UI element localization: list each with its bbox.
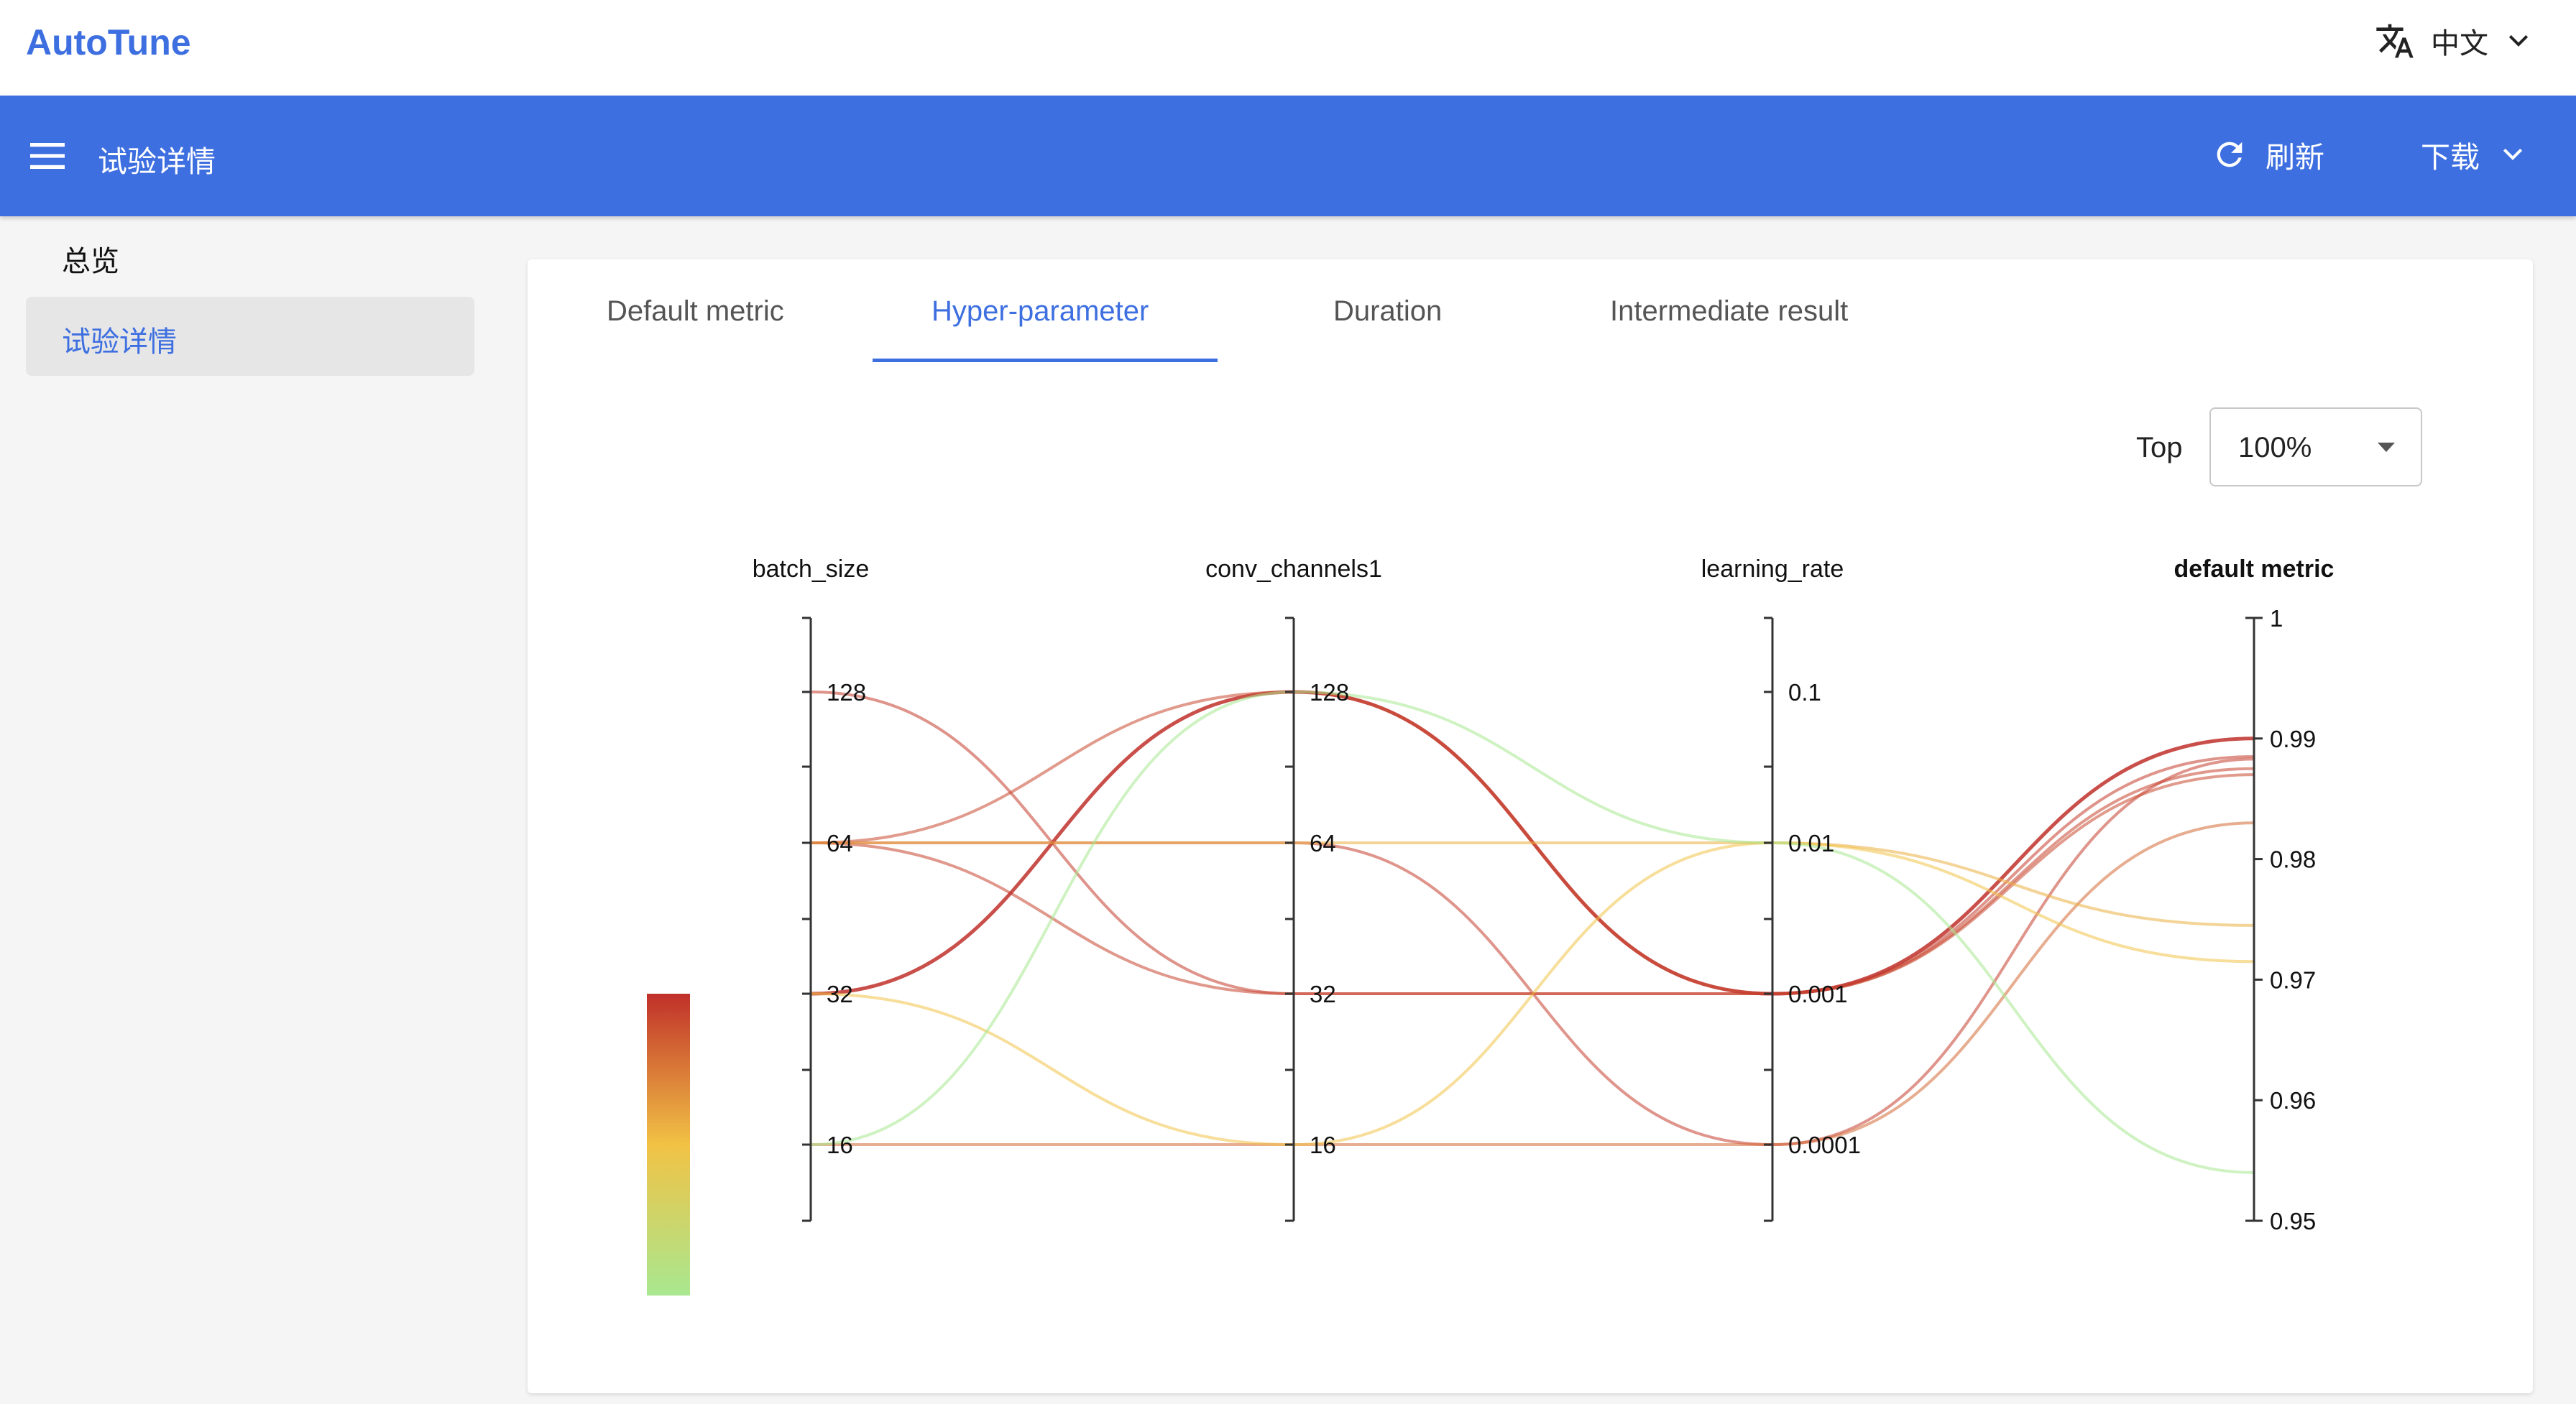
tick-label: 0.0001 xyxy=(1788,1132,1861,1158)
tick-label: 0.99 xyxy=(2270,726,2316,752)
trial-line xyxy=(810,690,2255,1174)
sidebar-item-overview[interactable]: 总览 xyxy=(62,246,119,277)
tick-label: 0.98 xyxy=(2270,846,2316,873)
chevron-down-icon xyxy=(2503,148,2523,160)
sidebar-item-label: 试验详情 xyxy=(62,326,177,358)
tick-label: 128 xyxy=(827,679,866,706)
parallel-coordinates-chart: batch_size 128 64 32 16 conv_channels1 128 64 32… xyxy=(647,555,2334,1296)
download-button[interactable]: 下载 xyxy=(2421,133,2527,176)
download-label: 下载 xyxy=(2421,141,2480,174)
tick-label: 0.95 xyxy=(2270,1208,2316,1234)
chevron-down-icon xyxy=(2508,34,2529,47)
tick-label: 16 xyxy=(827,1132,853,1158)
tick-label: 0.001 xyxy=(1788,981,1848,1007)
page-toolbar: 试验详情 刷新 下载 xyxy=(0,96,2576,216)
hyper-parameter-card: Default metric Hyper-parameter Duration … xyxy=(528,259,2533,1393)
app-logo[interactable]: AutoTune xyxy=(26,22,191,63)
tick-label: 0.96 xyxy=(2270,1087,2316,1114)
tab-duration[interactable]: Duration xyxy=(1333,295,1443,327)
tab-hyper-parameter[interactable]: Hyper-parameter xyxy=(932,295,1149,327)
tick-label: 32 xyxy=(1310,981,1336,1007)
trial-line xyxy=(810,767,2255,996)
axis-title: learning_rate xyxy=(1701,555,1844,583)
tick-label: 16 xyxy=(1310,1132,1336,1158)
top-percent-select[interactable]: 100% xyxy=(2209,407,2422,486)
tick-label: 64 xyxy=(827,830,853,856)
page-title: 试验详情 xyxy=(98,145,216,178)
top-filter-label: Top xyxy=(2136,432,2183,463)
refresh-icon xyxy=(2217,142,2242,167)
tick-label: 0.1 xyxy=(1788,679,1821,706)
trial-line xyxy=(810,690,2255,996)
tick-label: 32 xyxy=(827,981,853,1007)
tab-intermediate-result[interactable]: Intermediate result xyxy=(1610,295,1849,327)
app-header: AutoTune 中文 xyxy=(0,0,2576,96)
trial-line xyxy=(810,841,2255,1147)
tick-label: 64 xyxy=(1310,830,1336,856)
refresh-button[interactable]: 刷新 xyxy=(2211,133,2324,176)
tab-default-metric[interactable]: Default metric xyxy=(607,295,784,327)
tick-label: 128 xyxy=(1310,679,1349,706)
axis-title: default metric xyxy=(2174,555,2334,583)
language-label: 中文 xyxy=(2431,28,2488,60)
sidebar: 总览 试验详情 xyxy=(0,216,503,1404)
trial-line xyxy=(810,821,2255,1147)
top-percent-value: 100% xyxy=(2238,432,2312,463)
color-scale-bar xyxy=(647,994,690,1296)
language-switcher[interactable]: 中文 xyxy=(2375,20,2533,62)
active-tab-indicator xyxy=(873,359,1218,362)
axis-title: conv_channels1 xyxy=(1205,555,1382,583)
tick-label: 0.97 xyxy=(2270,966,2316,993)
trial-line xyxy=(811,841,2255,927)
menu-icon[interactable] xyxy=(29,139,66,173)
sidebar-item-trial-details[interactable]: 试验详情 xyxy=(26,297,474,376)
tick-label: 1 xyxy=(2270,605,2283,632)
tick-label: 0.01 xyxy=(1788,830,1834,856)
refresh-label: 刷新 xyxy=(2266,141,2324,174)
translate-icon xyxy=(2376,24,2414,58)
dropdown-caret-icon xyxy=(2378,443,2395,452)
axis-title: batch_size xyxy=(753,555,870,583)
